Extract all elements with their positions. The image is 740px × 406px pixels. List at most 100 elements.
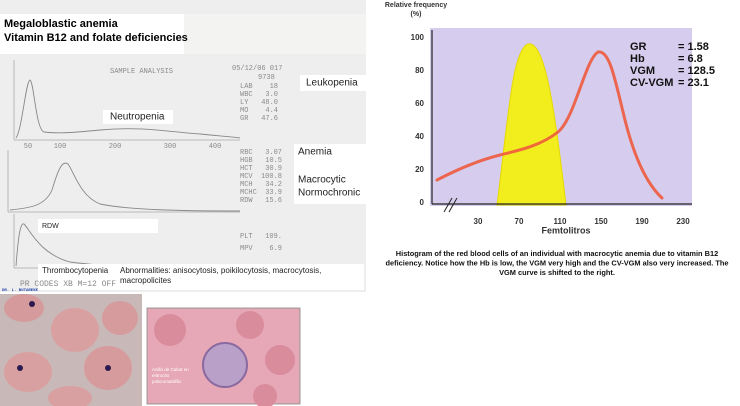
stat-value: = 6.8 xyxy=(678,53,703,65)
inclusion xyxy=(29,301,35,307)
param-value: 18 xyxy=(270,83,278,91)
caption-line: VGM curve is shifted to the right. xyxy=(499,268,615,277)
cell xyxy=(48,386,92,406)
smear-caption: Anillo de Cabot en xyxy=(152,367,189,372)
x-tick-label: 190 xyxy=(635,217,649,226)
param-name: LAB xyxy=(240,83,253,91)
axis-label: 200 xyxy=(109,143,122,151)
printout-header: SAMPLE ANALYSIS xyxy=(110,68,173,76)
cells xyxy=(4,294,138,406)
axis-label: 400 xyxy=(209,143,222,151)
label-box xyxy=(294,144,366,204)
annotation: Abnormalities: anisocytosis, poikilocyto… xyxy=(120,266,321,275)
printout-footer: PR CODES XB M=12 OFF xyxy=(20,280,116,289)
title-box xyxy=(0,14,184,54)
cell xyxy=(265,345,295,375)
caption-line: Histogram of the red blood cells of an i… xyxy=(396,249,718,258)
smear-caption: policromatófilo xyxy=(152,379,182,384)
y-tick-label: 0 xyxy=(420,198,425,207)
stat-value: = 23.1 xyxy=(678,77,709,89)
stat-value: = 1.58 xyxy=(678,41,709,53)
param-name: RDW xyxy=(240,197,253,205)
param-name: HGB xyxy=(240,157,253,165)
cell xyxy=(154,314,186,346)
cells-2 xyxy=(154,311,295,406)
inclusion xyxy=(17,365,23,371)
annotation: Normochronic xyxy=(298,188,360,199)
y-tick-label: 60 xyxy=(415,99,424,108)
title-line: Megaloblastic anemia xyxy=(4,18,119,30)
credit: DR. L. BUTAREKE xyxy=(2,289,39,293)
x-tick-label: 30 xyxy=(474,217,483,226)
param-value: 33.9 xyxy=(265,189,282,197)
printout-header-area xyxy=(180,14,366,54)
param-name: GR xyxy=(240,115,249,123)
axis-label: 100 xyxy=(54,143,67,151)
annotation: Thrombocytopenia xyxy=(42,266,109,275)
x-tick-label: 110 xyxy=(554,217,567,226)
annotation: RDW xyxy=(42,223,59,230)
param-value: 4.4 xyxy=(265,107,278,115)
x-tick-label: 70 xyxy=(515,217,524,226)
y-tick-label: 100 xyxy=(411,33,425,42)
param-name: PLT xyxy=(240,233,253,241)
inclusion xyxy=(105,365,111,371)
cell xyxy=(4,294,44,322)
param-name: MCHC xyxy=(240,189,257,197)
param-name: RBC xyxy=(240,149,253,157)
stat-value: = 128.5 xyxy=(678,65,715,77)
y-tick-label: 40 xyxy=(415,132,424,141)
polychromatic-cell xyxy=(202,342,248,388)
y-tick-label: 20 xyxy=(415,165,424,174)
param-name: LY xyxy=(240,99,249,107)
param-value: 10.5 xyxy=(265,157,282,165)
annotation: Neutropenia xyxy=(110,112,165,123)
cell xyxy=(253,384,277,406)
stat-name: VGM xyxy=(630,65,655,77)
smear-caption: eritrocito xyxy=(152,373,170,378)
label-box xyxy=(103,110,173,124)
y-axis-label: (%) xyxy=(411,11,422,18)
cell xyxy=(4,352,52,392)
axis-break xyxy=(448,197,458,213)
annotation: Macrocytic xyxy=(298,175,346,186)
annotation: Leukopenia xyxy=(306,78,358,89)
label-box xyxy=(300,75,366,91)
printout-id: 9738 xyxy=(258,74,275,82)
y-tick-label: 80 xyxy=(415,66,424,75)
patient-curve xyxy=(435,50,664,200)
param-value: 100.8 xyxy=(261,173,282,181)
x-tick-label: 230 xyxy=(676,217,690,226)
wbc-curve xyxy=(15,79,241,139)
param-name: WBC xyxy=(240,91,253,99)
annotation: macropolicites xyxy=(120,276,171,285)
axis-break xyxy=(443,197,453,213)
x-axis-label: Femtolitros xyxy=(541,225,590,235)
printout-date: 05/12/06 017 xyxy=(232,65,282,73)
rbc-curve xyxy=(9,162,241,212)
x-tick-label: 150 xyxy=(594,217,608,226)
cell xyxy=(236,311,264,339)
param-value: 34.2 xyxy=(265,181,282,189)
param-name: HCT xyxy=(240,165,253,173)
axis-label: 300 xyxy=(164,143,177,151)
param-name: MCV xyxy=(240,173,253,181)
label-box xyxy=(38,264,364,290)
param-value: 48.0 xyxy=(261,99,278,107)
param-value: 6.9 xyxy=(269,245,282,253)
param-value: 15.6 xyxy=(265,197,282,205)
cell xyxy=(51,308,99,352)
annotation: Anemia xyxy=(298,147,332,158)
cell xyxy=(102,301,138,335)
param-value: 109. xyxy=(265,233,282,241)
param-value: 47.6 xyxy=(261,115,278,123)
axis-label: 50 xyxy=(24,143,32,151)
param-name: MCH xyxy=(240,181,253,189)
normal-curve xyxy=(496,43,567,206)
caption-line: deficiency. Notice how the Hb is low, th… xyxy=(386,258,729,267)
param-value: 30.9 xyxy=(265,165,282,173)
title-line: Vitamin B12 and folate deficiencies xyxy=(4,32,188,44)
stat-name: GR xyxy=(630,41,647,53)
param-value: 3.07 xyxy=(265,149,282,157)
